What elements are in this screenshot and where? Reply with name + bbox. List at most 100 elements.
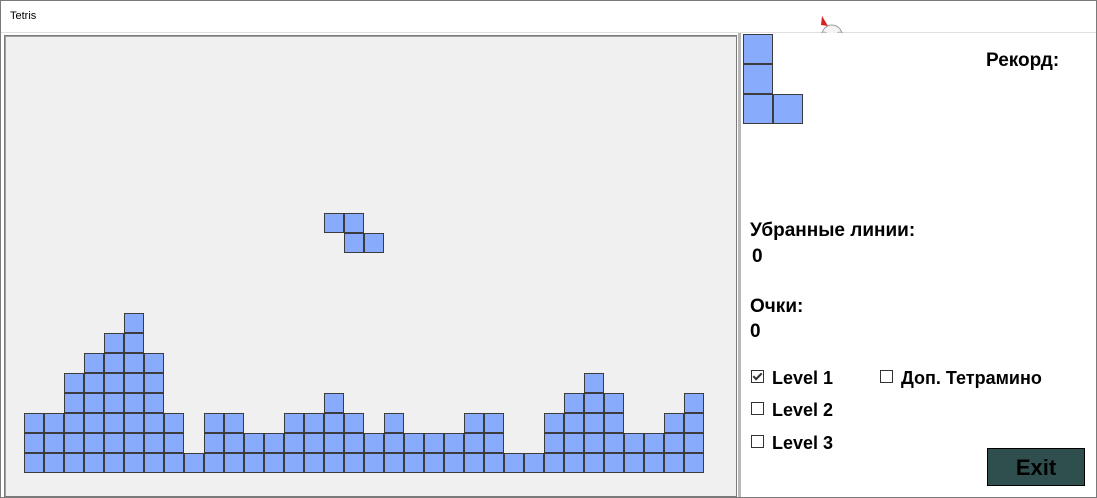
board-cell [64,453,84,473]
board-cell [24,433,44,453]
board-cell [104,433,124,453]
title-bar[interactable]: Tetris [1,1,1096,33]
board-cell [564,433,584,453]
extra-tetromino-checkbox[interactable]: Доп. Тетрамино [880,368,1042,389]
score-value: 0 [750,321,761,342]
board-cell [584,413,604,433]
board-cell [664,433,684,453]
board-cell [644,433,664,453]
board-cell [324,393,344,413]
board-cell [464,453,484,473]
board-cell [124,453,144,473]
board-cell [144,373,164,393]
board-cell [104,373,124,393]
board-cell [684,453,704,473]
board-cell [104,353,124,373]
board-cell [624,433,644,453]
next-piece-cell [743,94,773,124]
board-cell [344,233,364,253]
board-cell [424,433,444,453]
board-cell [484,413,504,433]
board-cell [584,393,604,413]
board-cell [204,413,224,433]
board-cell [64,413,84,433]
next-piece-cell [743,64,773,94]
board-cell [664,453,684,473]
next-piece-cell [773,94,803,124]
board-cell [144,393,164,413]
board-cell [464,433,484,453]
board-cell [484,433,504,453]
game-board[interactable] [4,35,737,497]
board-cell [384,433,404,453]
board-cell [164,453,184,473]
board-cell [64,373,84,393]
board-cell [364,233,384,253]
board-cell [404,453,424,473]
level-3-label: Level 3 [772,433,834,453]
board-cell [144,433,164,453]
panel-divider [738,33,741,497]
board-cell [604,413,624,433]
board-cell [584,373,604,393]
board-cell [684,393,704,413]
board-cell [224,433,244,453]
board-cell [344,433,364,453]
board-cell [84,353,104,373]
board-cell [224,453,244,473]
checkbox-icon [751,370,764,383]
board-cell [124,433,144,453]
side-panel: Рекорд: Убранные линии: 0 Очки: 0 Level … [742,33,1096,497]
checkbox-icon [880,370,893,383]
board-cell [484,453,504,473]
board-cell [264,453,284,473]
board-cell [264,433,284,453]
board-cell [124,353,144,373]
exit-button[interactable]: Exit [987,448,1085,486]
board-cell [344,213,364,233]
board-cell [124,393,144,413]
board-cell [24,453,44,473]
board-cell [544,433,564,453]
level-2-label: Level 2 [772,400,834,420]
board-cell [524,453,544,473]
board-cell [244,433,264,453]
board-cell [324,433,344,453]
board-cell [444,433,464,453]
lines-value: 0 [752,246,763,267]
board-cell [44,453,64,473]
board-cell [224,413,244,433]
board-cell [104,453,124,473]
level-1-checkbox[interactable]: Level 1 [751,368,833,389]
board-cell [324,213,344,233]
score-label: Очки: [750,296,804,317]
board-cell [384,413,404,433]
board-cell [544,413,564,433]
board-cell [464,413,484,433]
board-cell [404,433,424,453]
board-cell [164,413,184,433]
level-3-checkbox[interactable]: Level 3 [751,433,833,454]
checkbox-icon [751,435,764,448]
board-cell [84,453,104,473]
board-cell [584,453,604,473]
board-cell [424,453,444,473]
board-cell [124,313,144,333]
board-cell [564,393,584,413]
board-cell [304,433,324,453]
level-2-checkbox[interactable]: Level 2 [751,400,833,421]
board-cell [104,413,124,433]
board-cell [624,453,644,473]
board-cell [604,393,624,413]
board-cell [64,393,84,413]
board-cell [104,333,124,353]
board-cell [344,413,364,433]
board-cell [604,453,624,473]
board-cell [24,413,44,433]
board-cell [44,413,64,433]
board-cell [644,453,664,473]
board-cell [64,433,84,453]
board-cell [324,453,344,473]
board-cell [684,433,704,453]
board-cell [304,413,324,433]
